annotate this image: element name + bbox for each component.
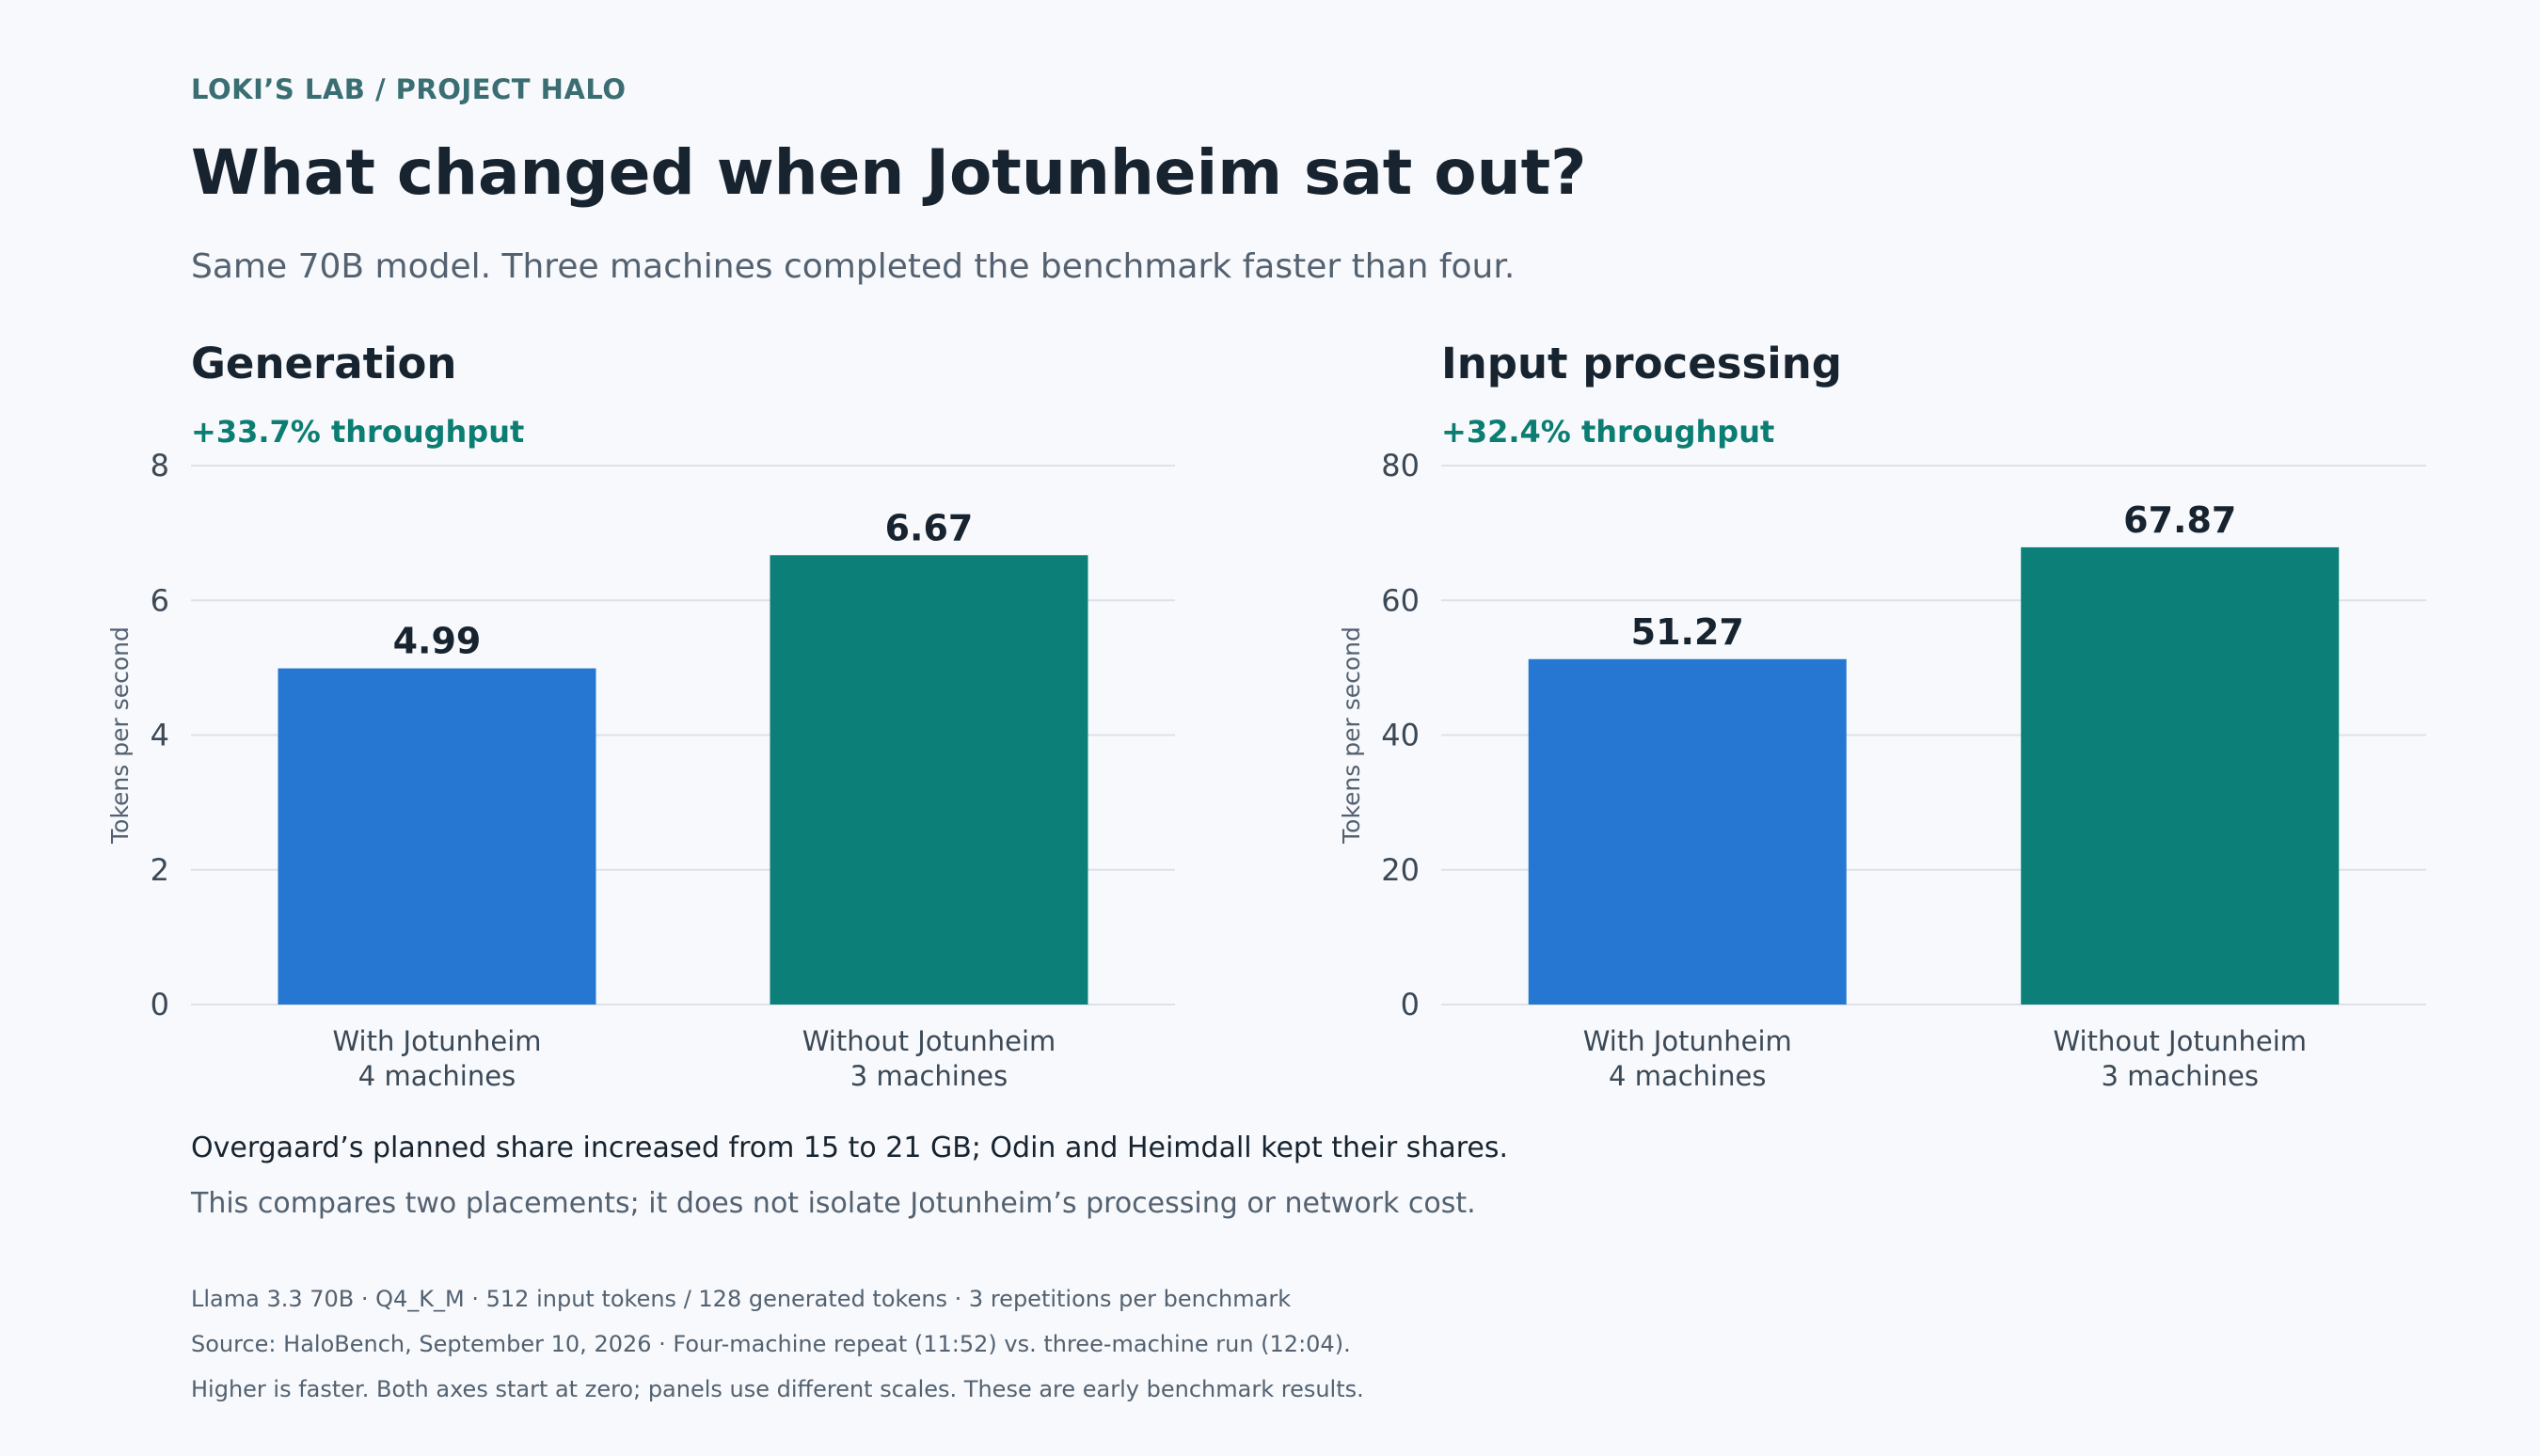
input-processing-y-tick-label: 80: [1381, 448, 1420, 483]
input-processing-y-axis-label: Tokens per second: [1338, 626, 1365, 845]
generation-bar-1: [278, 668, 596, 1005]
generation-y-tick-label: 8: [151, 448, 169, 483]
input-processing-panel-title: Input processing: [1441, 339, 1842, 388]
input-processing-category-label-2: Without Jotunheim: [2053, 1025, 2307, 1057]
input-processing-category-sublabel-1: 4 machines: [1609, 1060, 1766, 1092]
generation-category-label-1: With Jotunheim: [332, 1025, 541, 1057]
page-title: What changed when Jotunheim sat out?: [191, 136, 1587, 209]
footer-source: Source: HaloBench, September 10, 2026 · …: [191, 1331, 1351, 1357]
generation-y-tick-label: 2: [151, 852, 169, 888]
input-processing-y-tick-label: 20: [1381, 852, 1420, 888]
generation-category-label-2: Without Jotunheim: [802, 1025, 1056, 1057]
input-processing-category-sublabel-2: 3 machines: [2102, 1060, 2259, 1092]
footer-model-info: Llama 3.3 70B · Q4_K_M · 512 input token…: [191, 1286, 1292, 1312]
input-processing-y-tick-label: 0: [1401, 987, 1420, 1022]
input-processing-y-tick-label: 40: [1381, 718, 1420, 753]
input-processing-y-tick-label: 60: [1381, 582, 1420, 618]
generation-category-sublabel-1: 4 machines: [358, 1060, 516, 1092]
generation-y-tick-label: 4: [151, 718, 169, 753]
generation-category-sublabel-2: 3 machines: [850, 1060, 1008, 1092]
generation-y-tick-label: 6: [151, 582, 169, 618]
input-processing-bar-2: [2021, 546, 2340, 1005]
caveat-note: This compares two placements; it does no…: [191, 1187, 1476, 1220]
input-processing-category-label-1: With Jotunheim: [1583, 1025, 1792, 1057]
page-subtitle: Same 70B model. Three machines completed…: [191, 247, 1516, 286]
generation-delta-annotation: +33.7% throughput: [191, 414, 525, 450]
generation-y-tick-label: 0: [151, 987, 169, 1022]
input-processing-bar-1: [1528, 658, 1847, 1005]
generation-bar-2: [770, 555, 1088, 1005]
breadcrumb: LOKI’S LAB / PROJECT HALO: [191, 73, 627, 105]
footer-disclaimer: Higher is faster. Both axes start at zer…: [191, 1376, 1364, 1402]
input-processing-value-label-1: 51.27: [1631, 611, 1744, 653]
input-processing-value-label-2: 67.87: [2123, 499, 2236, 541]
placement-note: Overgaard’s planned share increased from…: [191, 1132, 1509, 1164]
generation-value-label-2: 6.67: [885, 507, 974, 548]
generation-value-label-1: 4.99: [393, 621, 482, 662]
generation-panel-title: Generation: [191, 339, 457, 388]
generation-y-axis-label: Tokens per second: [106, 626, 134, 845]
input-processing-delta-annotation: +32.4% throughput: [1441, 414, 1775, 450]
